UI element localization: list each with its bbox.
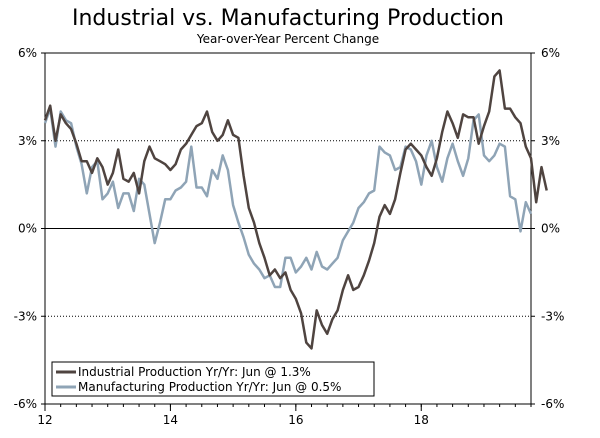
y-tick-label-left: 0% [18, 222, 37, 236]
x-tick-label: 16 [288, 413, 303, 427]
y-tick-label-right: -3% [541, 309, 564, 323]
x-tick-label: 18 [414, 413, 429, 427]
y-tick-label-right: 0% [541, 222, 560, 236]
legend-label-manufacturing: Manufacturing Production Yr/Yr: Jun @ 0.… [78, 380, 341, 394]
series-line-manufacturing [43, 107, 533, 289]
series-line-industrial [43, 69, 548, 350]
y-tick-label-right: 6% [541, 46, 560, 60]
y-tick-label-left: -3% [14, 309, 37, 323]
series-lines [43, 69, 548, 350]
legend-box [51, 361, 375, 397]
y-axis-left: 6% 3% 0% -3% -6% [14, 46, 45, 411]
x-tick-label: 12 [37, 413, 52, 427]
legend-label-industrial: Industrial Production Yr/Yr: Jun @ 1.3% [78, 365, 311, 379]
y-tick-label-right: -6% [541, 397, 564, 411]
chart-subtitle: Year-over-Year Percent Change [196, 32, 379, 46]
legend: Industrial Production Yr/Yr: Jun @ 1.3% … [51, 361, 375, 397]
y-tick-label-left: -6% [14, 397, 37, 411]
x-tick-label: 14 [163, 413, 178, 427]
chart-title: Industrial vs. Manufacturing Production [72, 6, 504, 31]
x-axis: 12 14 16 18 [37, 404, 532, 427]
gridlines [45, 140, 531, 317]
y-tick-label-right: 3% [541, 134, 560, 148]
y-tick-label-left: 6% [18, 46, 37, 60]
y-tick-label-left: 3% [18, 134, 37, 148]
y-axis-right: 6% 3% 0% -3% -6% [531, 46, 564, 411]
